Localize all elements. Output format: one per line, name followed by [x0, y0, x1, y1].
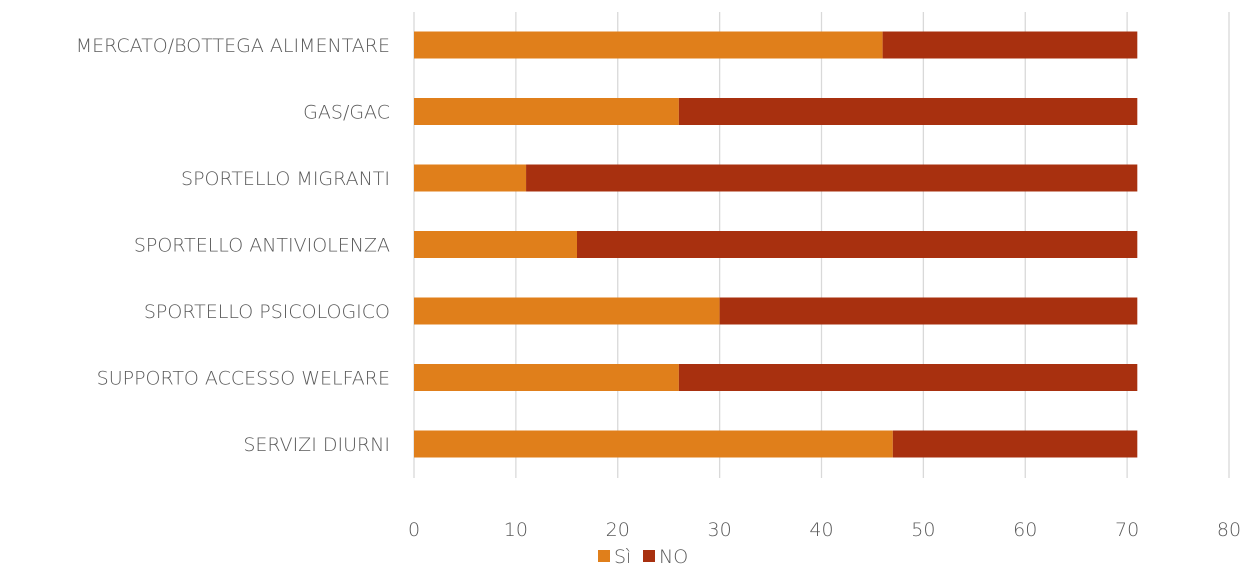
- legend: Sì NO: [598, 546, 688, 568]
- x-tick-label: 20: [606, 519, 630, 541]
- bar-no-4: [719, 297, 1138, 325]
- category-label: GAS/GAC: [303, 102, 390, 124]
- bar-si-6: [414, 430, 893, 458]
- x-tick-label: 60: [1013, 519, 1037, 541]
- category-label: MERCATO/BOTTEGA ALIMENTARE: [76, 35, 390, 57]
- legend-item-no: NO: [643, 546, 688, 568]
- x-tick-label: 70: [1115, 519, 1139, 541]
- x-tick-label: 0: [408, 519, 420, 541]
- legend-label: Sì: [614, 546, 631, 568]
- bar-no-2: [526, 164, 1138, 192]
- bar-si-0: [414, 31, 883, 59]
- legend-swatch: [643, 550, 655, 562]
- x-tick-label: 40: [809, 519, 833, 541]
- bar-no-3: [577, 231, 1138, 258]
- category-label: SPORTELLO PSICOLOGICO: [144, 301, 390, 323]
- x-tick-label: 10: [504, 519, 528, 541]
- bar-si-4: [414, 297, 720, 325]
- category-label: SUPPORTO ACCESSO WELFARE: [97, 368, 390, 390]
- bar-no-1: [678, 98, 1138, 125]
- bar-si-5: [414, 364, 679, 391]
- bar-no-0: [882, 31, 1138, 59]
- bar-si-2: [414, 164, 527, 192]
- legend-label: NO: [659, 546, 688, 568]
- bar-si-3: [414, 231, 577, 258]
- x-tick-label: 50: [911, 519, 935, 541]
- x-tick-label: 30: [708, 519, 732, 541]
- bar-no-5: [678, 364, 1138, 391]
- legend-swatch: [598, 550, 610, 562]
- x-axis-tick-labels: 0 10 20 30 40 50 60 70 80: [408, 519, 1241, 541]
- category-label: SPORTELLO MIGRANTI: [181, 168, 390, 190]
- category-label: SERVIZI DIURNI: [243, 434, 390, 456]
- legend-item-si: Sì: [598, 546, 631, 568]
- x-tick-label: 80: [1217, 519, 1241, 541]
- bar-no-6: [892, 430, 1138, 458]
- category-labels: MERCATO/BOTTEGA ALIMENTARE GAS/GAC SPORTEL…: [76, 35, 390, 456]
- bars: [414, 31, 1138, 458]
- bar-si-1: [414, 98, 679, 125]
- category-label: SPORTELLO ANTIVIOLENZA: [134, 235, 390, 257]
